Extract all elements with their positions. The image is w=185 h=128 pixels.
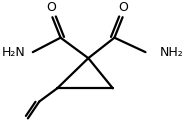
Text: NH₂: NH₂ xyxy=(159,46,183,59)
Text: H₂N: H₂N xyxy=(2,46,26,59)
Text: O: O xyxy=(118,1,128,14)
Text: O: O xyxy=(47,1,56,14)
